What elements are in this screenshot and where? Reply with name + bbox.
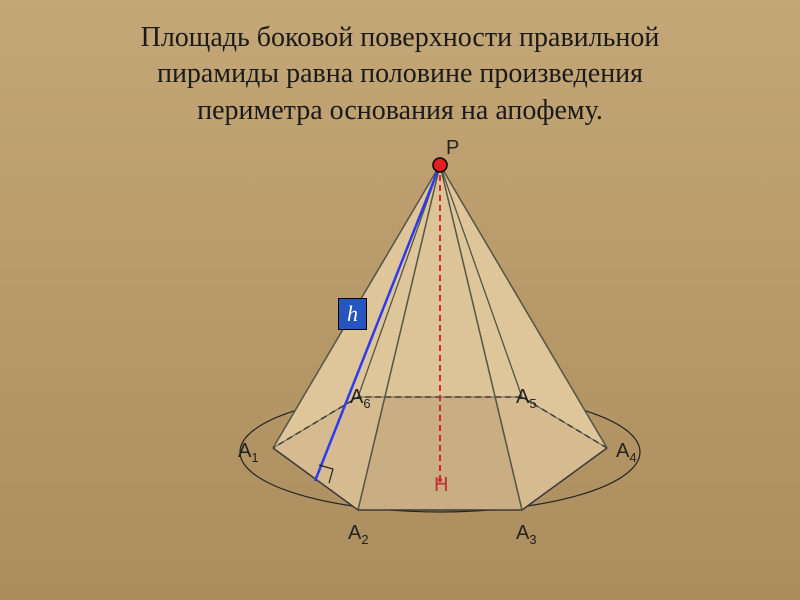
- pyramid-diagram: [0, 0, 800, 600]
- label-a4: A4: [616, 440, 637, 465]
- label-a3: A3: [516, 522, 537, 547]
- label-a5: A5: [516, 386, 537, 411]
- label-a1: A1: [238, 440, 259, 465]
- apothem-label-box: h: [338, 298, 367, 330]
- apex-dot: [433, 158, 447, 172]
- apothem-label: h: [347, 301, 358, 326]
- label-a6: A6: [350, 386, 371, 411]
- label-p: P: [446, 137, 459, 160]
- label-a2: A2: [348, 522, 369, 547]
- label-h: H: [434, 474, 448, 497]
